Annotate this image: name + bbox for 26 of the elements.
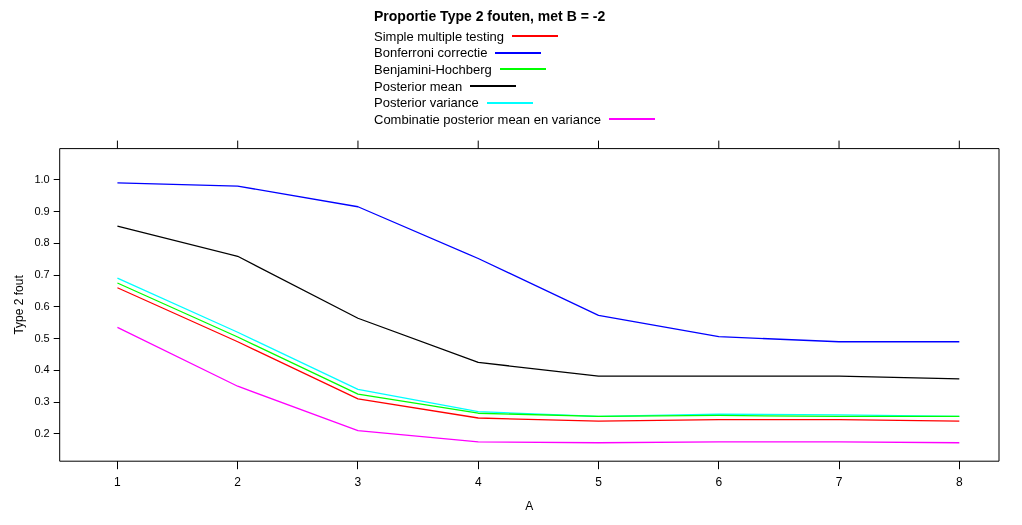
y-tick-label: 0.3: [34, 395, 50, 408]
y-tick-label: 1.0: [34, 172, 50, 185]
x-tick-label: 7: [835, 474, 843, 489]
x-tick-label: 8: [955, 474, 963, 489]
x-tick-label: 3: [354, 474, 362, 489]
x-tick-label: 5: [595, 474, 603, 489]
x-tick-label: 6: [715, 474, 723, 489]
y-tick-label: 0.7: [34, 268, 50, 281]
legend-label: Benjamini-Hochberg: [374, 61, 492, 77]
x-tick-label: 4: [474, 474, 482, 489]
x-tick-label: 2: [234, 474, 242, 489]
legend-label: Simple multiple testing: [374, 28, 505, 44]
y-axis-title: Type 2 fout: [11, 274, 26, 335]
legend-label: Posterior mean: [374, 78, 463, 94]
y-tick-label: 0.6: [34, 299, 50, 312]
chart-title: Proportie Type 2 fouten, met B = -2: [374, 8, 607, 24]
y-tick-label: 0.5: [34, 331, 50, 344]
x-axis-title: A: [525, 499, 534, 514]
y-tick-label: 0.8: [34, 236, 50, 249]
legend-label: Posterior variance: [374, 95, 479, 111]
y-tick-label: 0.2: [34, 426, 50, 439]
y-tick-label: 0.4: [34, 363, 50, 376]
legend-label: Bonferroni correctie: [374, 45, 488, 61]
legend-label: Combinatie posterior mean en variance: [374, 111, 601, 127]
y-tick-label: 0.9: [34, 204, 50, 217]
x-tick-label: 1: [114, 474, 122, 489]
